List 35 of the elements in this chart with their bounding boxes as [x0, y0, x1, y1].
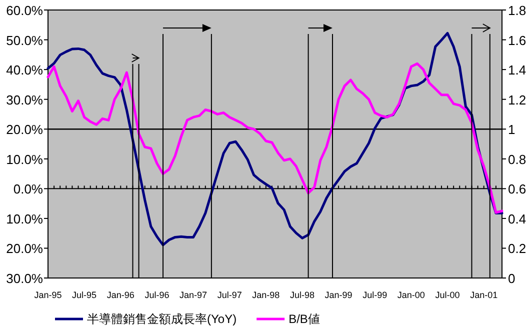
y-tick-label: 20.0% — [6, 122, 44, 138]
y-tick-label: 10.0% — [6, 152, 44, 167]
x-tick-label: Jul-99 — [362, 290, 388, 300]
x-tick-label: Jan-96 — [106, 290, 134, 300]
x-tick-label: Jul-95 — [72, 290, 97, 300]
y-tick-label: 40.0% — [6, 62, 44, 78]
x-tick-label: Jan-98 — [252, 290, 280, 300]
y2-tick-label: 0.2 — [508, 241, 526, 256]
y-tick-label: 0.0% — [13, 182, 44, 197]
y-tick-label: 10.0% — [6, 211, 44, 226]
y-tick-label: 20.0% — [6, 241, 44, 256]
y2-tick-label: 1.2 — [508, 92, 526, 108]
y2-tick-label: 0.6 — [508, 182, 526, 197]
y2-tick-label: 1.6 — [508, 32, 526, 48]
x-tick-label: Jul-96 — [144, 290, 170, 300]
y-tick-label: 30.0% — [6, 271, 44, 286]
legend-label: B/B値 — [288, 312, 320, 326]
y-tick-label: 30.0% — [6, 92, 44, 108]
x-tick-label: Jan-01 — [470, 290, 498, 300]
y2-tick-label: 1.4 — [508, 62, 526, 78]
legend-label: 半導體銷售金額成長率(YoY) — [87, 312, 237, 326]
y-tick-label: 50.0% — [6, 32, 44, 48]
y2-tick-label: 0.8 — [508, 152, 526, 167]
y2-tick-label: 0 — [508, 271, 516, 286]
x-tick-label: Jan-97 — [180, 290, 208, 300]
y-tick-label: 60.0% — [6, 3, 44, 18]
y2-tick-label: 1 — [508, 122, 516, 138]
y2-tick-label: 1.8 — [508, 3, 526, 18]
x-tick-label: Jan-99 — [324, 290, 352, 300]
x-tick-label: Jan-00 — [397, 290, 425, 300]
x-tick-label: Jan-95 — [34, 290, 62, 300]
x-tick-label: Jul-98 — [290, 290, 314, 300]
x-tick-label: Jul-97 — [217, 290, 242, 300]
y2-tick-label: 0.4 — [508, 211, 526, 226]
x-tick-label: Jul-00 — [435, 290, 460, 300]
